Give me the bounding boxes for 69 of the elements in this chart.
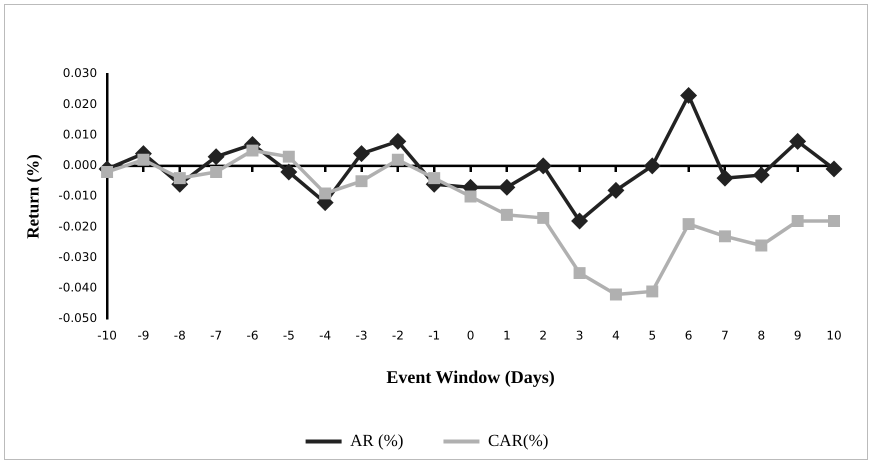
x-tick-label: -4 (319, 328, 332, 342)
x-tick-label: -6 (246, 328, 258, 342)
y-tick-label: 0.000 (62, 158, 98, 172)
point (790, 134, 806, 150)
point (500, 208, 513, 221)
x-tick-label: 0 (466, 328, 474, 342)
y-tick-label: 0.010 (62, 127, 98, 142)
y-tick-label: -0.020 (58, 219, 98, 234)
point (646, 285, 658, 298)
y-tick-label: -0.030 (58, 250, 98, 264)
point (537, 212, 550, 224)
point (608, 182, 624, 198)
x-axis-title: Event Window (Days) (386, 366, 555, 387)
point (499, 180, 515, 196)
legend-label: AR (%) (350, 430, 404, 450)
x-tick-label: -10 (97, 328, 117, 342)
point (208, 148, 224, 164)
point (392, 154, 404, 166)
point (610, 288, 622, 300)
x-tick-label: -5 (282, 328, 295, 342)
x-tick-label: 2 (539, 328, 548, 342)
x-tick-label: -7 (210, 328, 222, 342)
y-tick-label: 0.020 (62, 96, 98, 111)
point (754, 167, 770, 183)
point (572, 213, 588, 229)
y-tick-label: 0.030 (62, 66, 98, 80)
point (574, 267, 586, 280)
point (826, 161, 842, 177)
x-tick-label: 6 (684, 328, 692, 342)
point (682, 218, 695, 230)
x-tick-label: -8 (174, 328, 186, 342)
point (281, 164, 297, 180)
point (792, 215, 804, 227)
point (246, 144, 258, 157)
x-tick-label: 9 (794, 328, 802, 342)
point (718, 230, 731, 242)
point (137, 154, 150, 166)
x-tick-label: 1 (503, 328, 511, 342)
point (755, 240, 768, 252)
point (319, 187, 332, 200)
x-tick-label: -1 (428, 328, 440, 342)
point (390, 134, 406, 150)
point (282, 150, 295, 163)
point (428, 172, 440, 184)
y-tick-label: -0.050 (58, 311, 98, 326)
x-tick-label: 3 (576, 328, 584, 342)
point (828, 215, 840, 227)
x-tick-label: 4 (612, 328, 620, 342)
y-axis-title: Return (%) (24, 154, 43, 239)
x-tick-label: -9 (137, 328, 150, 342)
point (210, 166, 222, 178)
x-tick-label: 7 (721, 328, 729, 342)
point (535, 158, 551, 174)
x-tick-label: 5 (648, 328, 656, 342)
y-tick-label: -0.040 (58, 280, 98, 294)
x-tick-label: 8 (757, 328, 766, 342)
point (356, 175, 368, 188)
point (101, 166, 114, 178)
y-tick-label: -0.010 (58, 188, 98, 203)
point (717, 170, 733, 186)
point (354, 146, 370, 162)
x-tick-label: -2 (392, 328, 404, 342)
point (644, 158, 660, 174)
x-tick-label: -3 (356, 328, 368, 342)
point (174, 172, 186, 184)
point (464, 190, 477, 202)
legend-label: CAR(%) (488, 430, 548, 450)
x-tick-label: 10 (826, 328, 842, 342)
point (680, 88, 696, 104)
